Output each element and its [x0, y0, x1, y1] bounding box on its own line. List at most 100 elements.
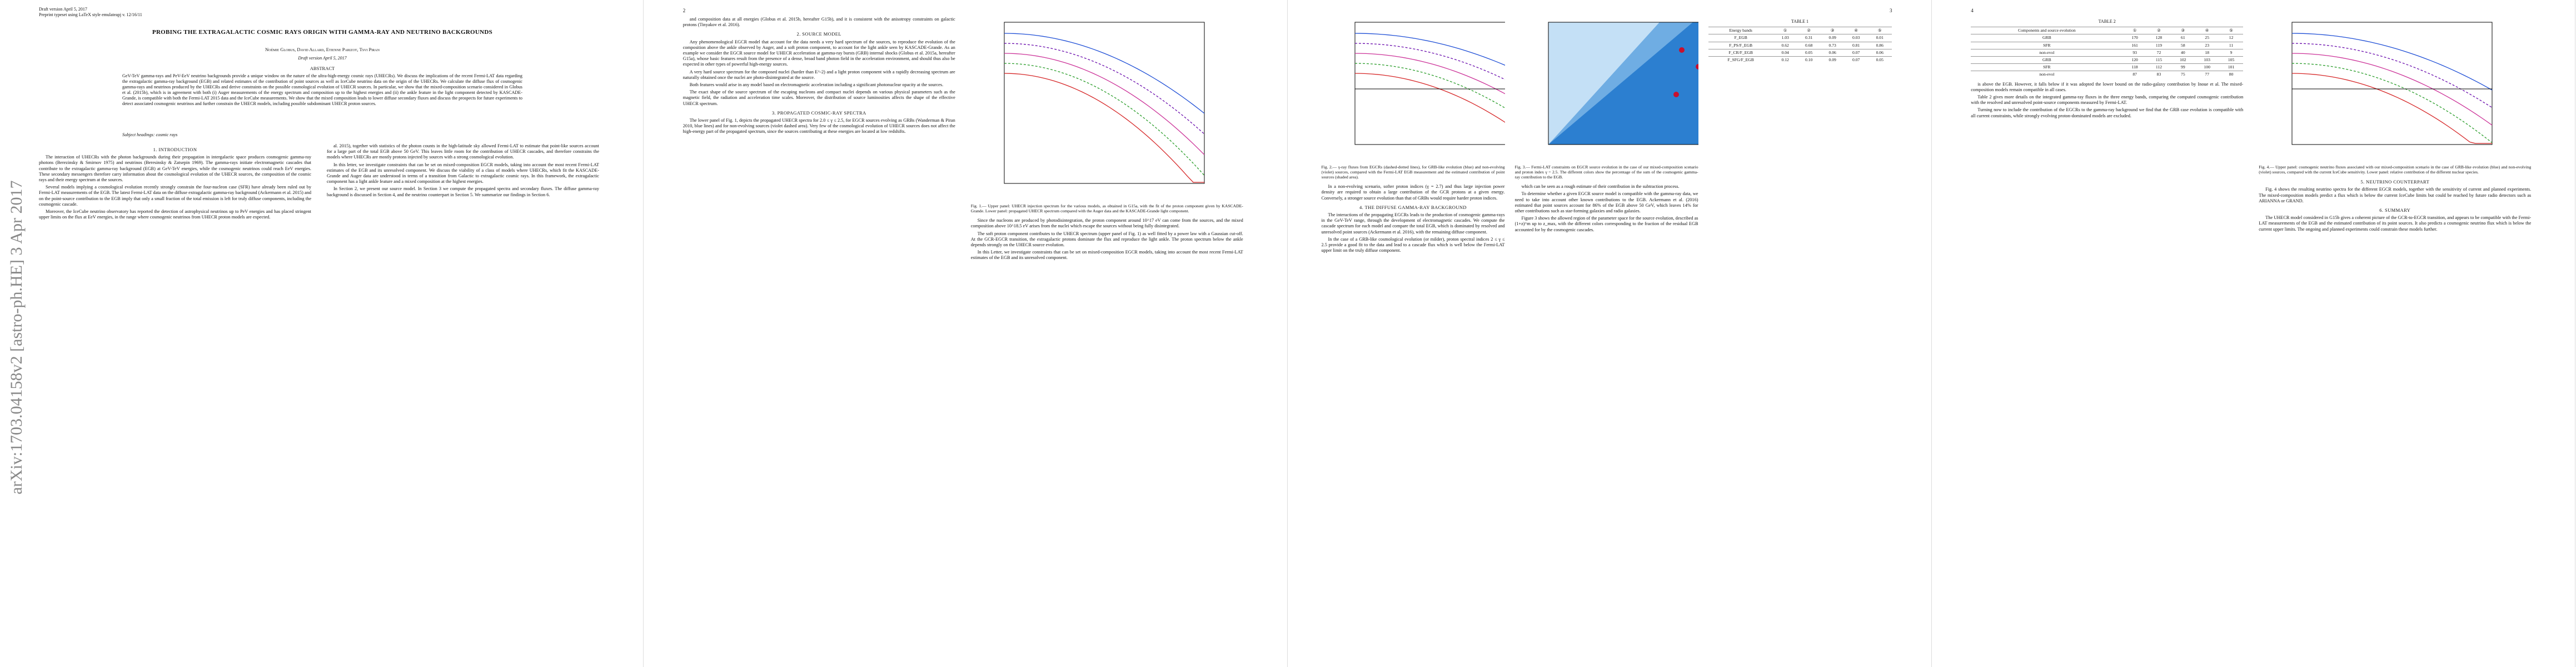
table-cell: 77 [2195, 71, 2219, 78]
table-cell: 118 [2122, 63, 2147, 71]
section-heading: 6. SUMMARY [2379, 207, 2411, 213]
figure-caption: Fig. 1.— Upper panel: UHECR injection sp… [970, 203, 1243, 214]
paragraph: Fig. 4 shows the resulting neutrino spec… [2259, 187, 2532, 203]
figure-shape [1354, 43, 1505, 80]
header-cell: Energy bands [1708, 27, 1773, 34]
table-cell: 23 [2195, 41, 2219, 49]
table-cell: 0.07 [1844, 48, 1868, 57]
table-cell: 0.31 [1797, 34, 1821, 42]
table-cell: 0.86 [1867, 41, 1892, 49]
table-cell: 0.10 [1797, 56, 1821, 64]
table-cell: non-evol [1971, 71, 2123, 78]
paragraph: The exact shape of the source spectrum o… [682, 89, 955, 106]
page: 3 Fig. 2.— γ-ray fluxes from EGCRs (dashe… [1288, 0, 1932, 667]
data-table: Energy bands ① ② ③ ④ ⑤ F_EGB 1.03 0.31 0.09 0.03 0.… [1708, 27, 1892, 64]
column: Fig. 3.— Fermi-LAT constraints on EGCR s… [1515, 17, 1698, 656]
table-cell: 72 [2146, 48, 2171, 57]
table-row: SFR 118 112 99 100 101 [1971, 63, 2244, 71]
paragraph: Moreover, the IceCube neutrino observato… [39, 209, 311, 220]
header-cell: ② [1797, 27, 1821, 34]
page: 4 TABLE 2 Components and source evolution ①… [1932, 0, 2576, 667]
header-line: Preprint typeset using LaTeX style emula… [39, 12, 142, 17]
paragraph: In this Letter, we investigate constrain… [970, 250, 1243, 261]
table-cell: 25 [2195, 34, 2219, 42]
paragraph: Several models implying a cosmological e… [39, 185, 311, 207]
table-cell: SFR [1971, 63, 2123, 71]
figure-shape [2292, 63, 2493, 143]
column: Fig. 4.— Upper panel: cosmogenic neutrin… [2259, 17, 2531, 656]
figure-shape [1004, 53, 1205, 155]
arxiv-stamp: arXiv:1703.04158v2 [astro-ph.HE] 3 Apr 2… [7, 180, 26, 495]
abstract: GeV-TeV gamma-rays and PeV-EeV neutrino … [122, 73, 522, 106]
table-cell: F_SFG/F_EGB [1708, 56, 1773, 64]
header-cell: ⑤ [1867, 27, 1892, 34]
table-cell: 119 [2146, 41, 2171, 49]
table-cell: 87 [2122, 71, 2147, 78]
page-number: 3 [1890, 8, 1892, 13]
table-cell: 61 [2171, 34, 2195, 42]
figure-shape [1354, 63, 1505, 109]
figure [1548, 22, 1698, 145]
column: TABLE 1 Energy bands ① ② ③ ④ ⑤ F_EGB 1.03 0.31 0.0… [1708, 17, 1892, 656]
figure-shape [2292, 53, 2493, 126]
authors: Noémie Globus, David Allard, Etienne Par… [265, 47, 380, 52]
paragraph: Any phenomenological EGCR model that acc… [682, 39, 955, 67]
table-title: TABLE 1 [1791, 19, 1809, 24]
table-cell: non-evol [1971, 48, 2123, 57]
table-cell: 0.06 [1820, 48, 1845, 57]
figure [1354, 22, 1505, 145]
table-cell: 0.07 [1844, 56, 1868, 64]
table-cell: 0.05 [1867, 56, 1892, 64]
table-cell: 0.09 [1820, 56, 1845, 64]
figure-shape [1004, 43, 1205, 135]
header-cell: ① [1773, 27, 1797, 34]
table-cell: 161 [2122, 41, 2147, 49]
paragraph: Both features would arise in any model b… [689, 82, 944, 88]
table-cell: 93 [2122, 48, 2147, 57]
table-cell: 1.03 [1773, 34, 1797, 42]
table-cell: F_CR/F_EGB [1708, 48, 1773, 57]
paragraph: Figure 3 shows the allowed region of the… [1514, 216, 1698, 232]
table-cell: 40 [2171, 48, 2195, 57]
figure-shape [1695, 64, 1698, 69]
header-cell: ① [2122, 27, 2147, 34]
paragraph: A very hard source spectrum for the comp… [682, 69, 955, 80]
table-cell: SFR [1971, 41, 2123, 49]
table-cell: 170 [2122, 34, 2147, 42]
table-row: GRB 120 115 102 103 105 [1971, 56, 2244, 64]
table-row: non-evol 93 72 40 18 9 [1971, 48, 2244, 57]
table-row: non-evol 87 83 75 77 80 [1971, 71, 2244, 78]
column: and composition data at all energies (Gl… [683, 17, 955, 656]
table-cell: 100 [2195, 63, 2219, 71]
table-cell: 12 [2219, 34, 2244, 42]
page-number: 2 [682, 8, 686, 13]
section-heading: 1. INTRODUCTION [153, 147, 197, 152]
figure-shape [2292, 33, 2493, 91]
table-cell: 0.68 [1797, 41, 1821, 49]
figure [1004, 22, 1205, 184]
table-cell: 102 [2171, 56, 2195, 64]
figure-shape [1354, 53, 1505, 94]
subject-headings: Subject headings: cosmic rays [122, 132, 178, 137]
column: Fig. 1.— Upper panel: UHECR injection sp… [971, 17, 1243, 656]
table-cell: 0.06 [1867, 48, 1892, 57]
paragraph: The UHECR model considered in G15b gives… [2259, 215, 2532, 232]
figure-shape [1673, 92, 1679, 97]
figure-shape [2291, 22, 2493, 145]
table-title: TABLE 2 [2098, 19, 2116, 24]
figure-shape [1004, 73, 1204, 183]
table-cell: 101 [2219, 63, 2244, 71]
draft-date: Draft version April 5, 2017 [298, 56, 347, 61]
figure-shape [1548, 22, 1698, 145]
table-cell: 112 [2146, 63, 2171, 71]
figure [2291, 22, 2493, 145]
table-cell: 99 [2171, 63, 2195, 71]
table-row: SFR 161 119 58 23 11 [1971, 41, 2244, 49]
figure-shape [2292, 43, 2493, 108]
header-cell: Components and source evolution [1971, 27, 2123, 34]
column: 1. INTRODUCTION The interaction of UHECRs… [39, 143, 311, 656]
table-cell: 103 [2195, 56, 2219, 64]
table-row: F_CR/F_EGB 0.04 0.05 0.06 0.07 0.06 [1708, 48, 1892, 57]
table-cell: 105 [2219, 56, 2244, 64]
